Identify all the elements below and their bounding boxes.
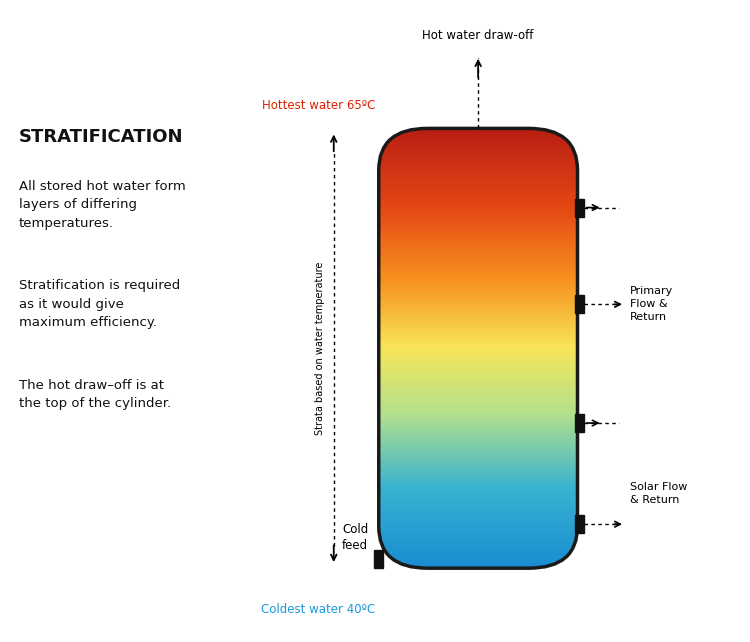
Bar xyxy=(574,414,584,432)
Bar xyxy=(574,515,584,533)
Text: Strata based on water temperature: Strata based on water temperature xyxy=(315,261,326,435)
Text: Solar Flow
& Return: Solar Flow & Return xyxy=(630,482,688,505)
FancyBboxPatch shape xyxy=(379,128,578,568)
Text: Primary
Flow &
Return: Primary Flow & Return xyxy=(630,286,674,322)
Bar xyxy=(374,550,383,568)
Text: Hot water draw-off: Hot water draw-off xyxy=(422,29,534,42)
Text: Cold
feed: Cold feed xyxy=(342,523,368,552)
Text: STRATIFICATION: STRATIFICATION xyxy=(19,128,183,146)
Text: The hot draw–off is at
the top of the cylinder.: The hot draw–off is at the top of the cy… xyxy=(19,379,171,410)
Bar xyxy=(574,295,584,313)
Text: Hottest water 65ºC: Hottest water 65ºC xyxy=(262,100,375,112)
Text: Stratification is required
as it would give
maximum efficiency.: Stratification is required as it would g… xyxy=(19,279,180,329)
Bar xyxy=(574,198,584,216)
Text: All stored hot water form
layers of differing
temperatures.: All stored hot water form layers of diff… xyxy=(19,180,185,230)
Text: Coldest water 40ºC: Coldest water 40ºC xyxy=(261,603,375,616)
